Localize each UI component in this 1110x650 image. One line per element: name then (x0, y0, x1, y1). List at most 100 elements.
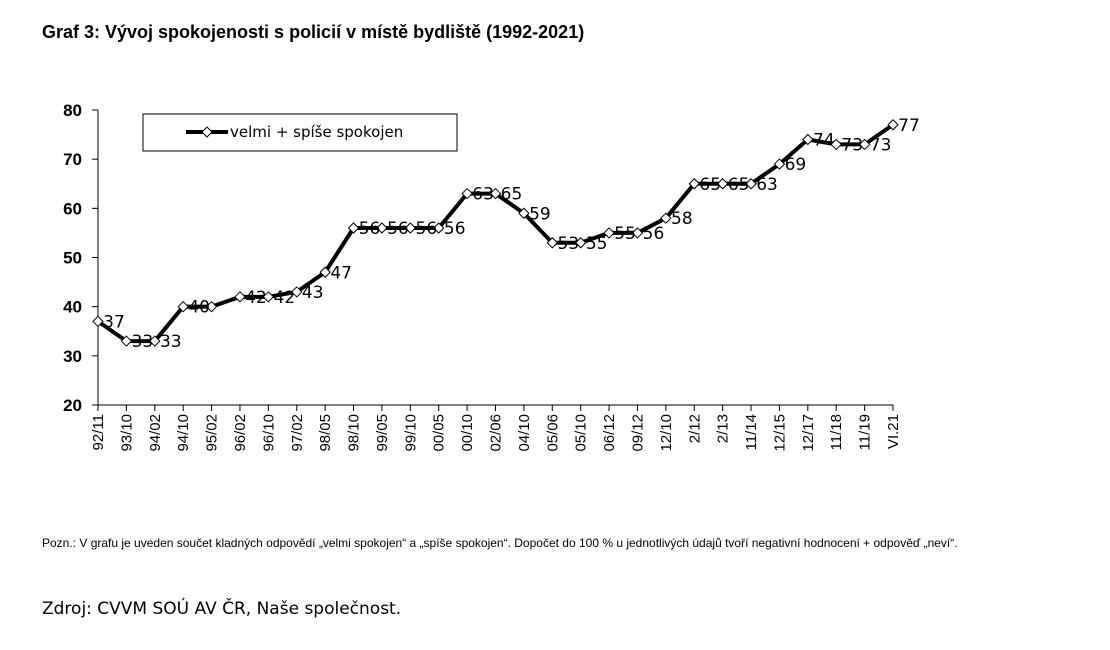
data-point-marker (177, 300, 189, 313)
data-point-marker (92, 315, 104, 328)
y-tick-label: 70 (63, 150, 82, 169)
data-point-marker (518, 207, 530, 219)
data-label: 43 (302, 283, 324, 303)
data-label: 56 (359, 219, 381, 239)
data-labels: 37 33 33 40 42 42 43 47 56 56 56 56 63 65 59 53 55 55 56 58… (103, 116, 920, 352)
data-label: 73 (870, 135, 892, 155)
x-tick-label: 00/10 (459, 414, 476, 452)
data-label: 37 (103, 312, 125, 332)
y-axis: 20 30 40 50 60 70 80 (63, 101, 99, 415)
x-tick-label: 95/02 (204, 414, 221, 452)
y-tick-label: 60 (63, 199, 82, 218)
data-label: 56 (643, 224, 665, 244)
data-point-marker (802, 133, 814, 146)
data-label: 63 (756, 175, 778, 195)
y-tick-label: 40 (63, 298, 82, 317)
data-point-marker (603, 227, 615, 239)
data-label: 58 (671, 209, 693, 229)
data-label: 42 (274, 288, 296, 308)
data-point-marker (262, 291, 275, 303)
data-label: 63 (472, 185, 494, 205)
y-tick-label: 50 (63, 249, 82, 268)
data-point-marker (716, 178, 729, 190)
x-tick-label: 11/18 (828, 414, 845, 450)
x-tick-label: 98/10 (346, 414, 363, 452)
x-tick-label: 11/14 (743, 414, 760, 450)
data-point-marker (461, 187, 473, 200)
line-chart: 20 30 40 50 60 70 80 92/11 93/10 94/02 94/10 95/02… (63, 101, 920, 452)
x-tick-label: 2/12 (686, 414, 703, 443)
y-tick-label: 20 (63, 396, 82, 415)
x-tick-label: 11/19 (857, 414, 874, 450)
data-label: 59 (529, 204, 551, 224)
x-tick-label: 93/10 (118, 414, 135, 452)
x-tick-label: 02/06 (488, 414, 505, 452)
data-point-marker (660, 212, 672, 224)
data-point-marker (887, 119, 899, 131)
x-tick-label: 04/10 (516, 414, 533, 452)
data-point-marker (830, 138, 842, 151)
x-tick-label: VI.21 (885, 414, 902, 449)
x-tick-label: 92/11 (90, 414, 107, 450)
data-label: 69 (785, 155, 807, 175)
y-tick-label: 30 (63, 347, 82, 366)
data-label: 74 (813, 131, 835, 151)
data-point-marker (347, 222, 360, 234)
y-tick-label: 80 (63, 101, 82, 120)
data-point-marker (574, 237, 587, 249)
data-point-marker (858, 138, 871, 151)
x-tick-label: 12/17 (800, 414, 817, 452)
legend-marker (201, 126, 213, 138)
data-label: 65 (728, 175, 750, 195)
x-tick-label: 2/13 (715, 414, 732, 443)
x-tick-label: 96/02 (232, 414, 249, 452)
data-label: 40 (188, 298, 210, 318)
data-label: 73 (841, 135, 863, 155)
x-tick-label: 12/15 (771, 414, 788, 452)
data-label: 56 (444, 219, 466, 239)
x-tick-label: 05/06 (544, 414, 561, 452)
data-label: 33 (132, 332, 154, 352)
data-point-marker (234, 291, 246, 303)
data-point-marker (489, 187, 502, 200)
x-tick-label: 98/05 (317, 414, 334, 452)
data-point-marker (291, 286, 303, 298)
data-point-marker (319, 266, 331, 278)
data-label: 65 (699, 175, 721, 195)
x-tick-label: 05/10 (573, 414, 590, 452)
series-line (92, 119, 899, 347)
data-point-marker (120, 335, 133, 347)
x-tick-label: 99/05 (374, 414, 391, 452)
data-label: 33 (160, 332, 182, 352)
x-axis: 92/11 93/10 94/02 94/10 95/02 96/02 96/10 97/02… (90, 404, 902, 452)
x-tick-label: 96/10 (260, 414, 277, 452)
data-point-marker (149, 335, 161, 347)
data-point-marker (433, 222, 445, 234)
x-tick-label: 06/12 (601, 414, 618, 452)
data-point-marker (745, 178, 757, 190)
data-label: 56 (416, 219, 438, 239)
legend: velmi + spíše spokojen (142, 113, 458, 152)
data-label: 56 (387, 219, 409, 239)
series-line-path (96, 123, 895, 344)
x-tick-label: 97/02 (289, 414, 306, 452)
chart-title: Graf 3: Vývoj spokojenosti s policií v m… (42, 22, 585, 42)
data-point-marker (376, 222, 388, 234)
x-tick-label: 99/10 (402, 414, 419, 452)
x-tick-label: 94/10 (175, 414, 192, 452)
x-tick-label: 94/02 (147, 414, 164, 452)
data-label: 77 (898, 116, 920, 136)
data-point-marker (631, 227, 644, 239)
data-label: 42 (245, 288, 267, 308)
source-note: Zdroj: CVVM SOÚ AV ČR, Naše společnost. (42, 599, 402, 619)
x-tick-label: 12/10 (658, 414, 675, 452)
footnote: Pozn.: V grafu je uveden součet kladných… (42, 536, 958, 550)
legend-label: velmi + spíše spokojen (230, 123, 403, 141)
data-point-marker (404, 222, 417, 234)
data-label: 53 (557, 234, 579, 254)
x-tick-label: 00/05 (431, 414, 448, 452)
data-label: 65 (501, 185, 523, 205)
data-point-marker (546, 237, 558, 249)
data-point-marker (688, 178, 700, 190)
x-tick-label: 09/12 (629, 414, 646, 452)
